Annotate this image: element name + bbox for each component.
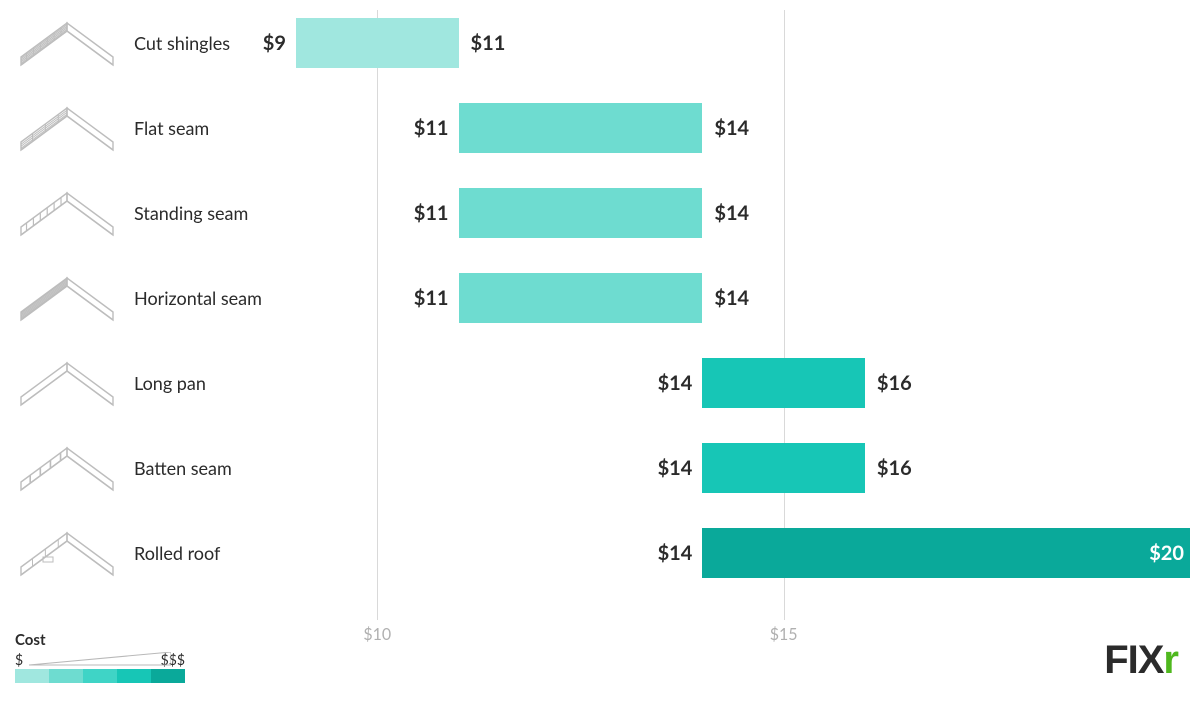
logo-text: FIX <box>1104 638 1163 683</box>
row-label: Rolled roof <box>134 542 220 564</box>
low-value-label: $9 <box>263 31 286 55</box>
high-value-label: $16 <box>877 456 912 480</box>
chart-row: Flat seam $11 $14 <box>0 103 1200 153</box>
row-label: Cut shingles <box>134 32 230 54</box>
low-value-label: $11 <box>414 116 449 140</box>
axis-tick-label: $15 <box>770 625 798 644</box>
legend-low-label: $ <box>15 651 23 668</box>
legend-swatch <box>49 669 83 683</box>
row-label: Flat seam <box>134 117 209 139</box>
chart-row: Cut shingles $9 $11 <box>0 18 1200 68</box>
legend-wedge-icon <box>29 652 171 666</box>
legend-swatch <box>15 669 49 683</box>
axis-tick-label: $10 <box>363 625 391 644</box>
high-value-label: $16 <box>877 371 912 395</box>
low-value-label: $14 <box>658 541 693 565</box>
chart-row: Batten seam $14 $16 <box>0 443 1200 493</box>
row-label: Standing seam <box>134 202 248 224</box>
range-bar <box>702 443 865 493</box>
low-value-label: $14 <box>658 371 693 395</box>
row-label: Long pan <box>134 372 206 394</box>
longpan-roof-icon <box>15 353 120 413</box>
range-bar <box>702 358 865 408</box>
chart-row: Long pan $14 $16 <box>0 358 1200 408</box>
standing-roof-icon <box>15 183 120 243</box>
high-value-label: $14 <box>714 201 749 225</box>
legend-swatch <box>83 669 117 683</box>
low-value-label: $14 <box>658 456 693 480</box>
high-value-label: $14 <box>714 286 749 310</box>
high-value-label: $14 <box>714 116 749 140</box>
rolled-roof-icon <box>15 523 120 583</box>
range-bar-chart: Cut shingles$9$11Flat seam$11$14Standing… <box>0 0 1200 620</box>
legend-title: Cost <box>15 631 215 649</box>
logo-accent: r <box>1163 638 1178 683</box>
range-bar <box>459 188 703 238</box>
legend-swatches <box>15 669 185 683</box>
flatseam-roof-icon <box>15 98 120 158</box>
cost-legend: Cost $ $$$ <box>15 631 215 683</box>
chart-row: Horizontal seam $11 $14 <box>0 273 1200 323</box>
high-value-label: $20 <box>1140 541 1184 565</box>
high-value-label: $11 <box>471 31 506 55</box>
range-bar <box>296 18 459 68</box>
low-value-label: $11 <box>414 201 449 225</box>
fixr-logo: FIXr <box>1104 638 1178 683</box>
low-value-label: $11 <box>414 286 449 310</box>
legend-swatch <box>117 669 151 683</box>
chart-row: Rolled roof $14 $20 <box>0 528 1200 578</box>
row-label: Horizontal seam <box>134 287 262 309</box>
shingles-roof-icon <box>15 13 120 73</box>
batten-roof-icon <box>15 438 120 498</box>
legend-swatch <box>151 669 185 683</box>
range-bar <box>702 528 1190 578</box>
row-label: Batten seam <box>134 457 232 479</box>
legend-scale-labels: $ $$$ <box>15 651 185 667</box>
range-bar <box>459 273 703 323</box>
range-bar <box>459 103 703 153</box>
chart-row: Standing seam $11 $14 <box>0 188 1200 238</box>
horizontal-roof-icon <box>15 268 120 328</box>
